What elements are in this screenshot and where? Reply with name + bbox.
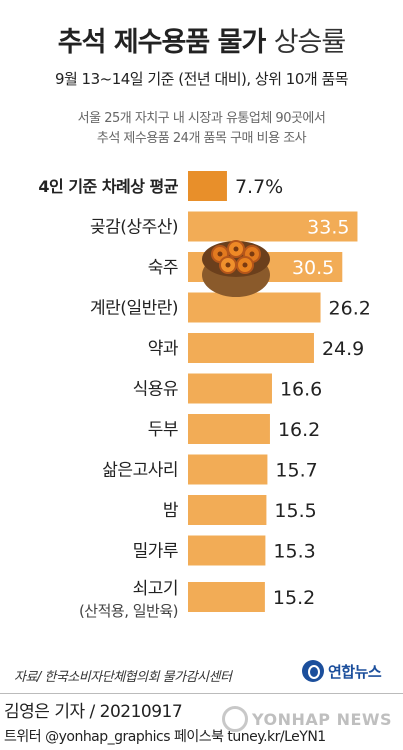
chart-subtitle: 9월 13~14일 기준 (전년 대비), 상위 10개 품목 [54, 70, 349, 88]
category-label-0: 4인 기준 차례상 평균 [38, 177, 178, 196]
survey-note-2: 추석 제수용품 24개 품목 구매 비용 조사 [96, 131, 307, 146]
value-label-10: 15.2 [273, 587, 315, 609]
watermark-text: YONHAP NEWS [252, 709, 393, 729]
value-label-7: 15.7 [275, 460, 317, 482]
category-label-1: 곶감(상주산) [90, 218, 178, 238]
reporter-byline: 김영은 기자 / 20210917 [4, 702, 183, 722]
title-light: 상승률 [273, 27, 347, 58]
value-label-0: 7.7% [235, 176, 283, 198]
data-source: 자료/ 한국소비자단체협의회 물가감시센터 [14, 670, 232, 685]
category-label-8: 밤 [163, 501, 179, 521]
category-label-7: 삶은고사리 [102, 461, 178, 481]
category-label-2: 숙주 [148, 258, 178, 278]
yonhap-logo: 연합뉴스 [302, 660, 382, 682]
value-label-6: 16.2 [278, 419, 320, 441]
category-sublabel-10: (산적용, 일반육) [79, 602, 178, 620]
category-label-9: 밀가루 [133, 542, 178, 562]
survey-note-1: 서울 25개 자치구 내 시장과 유통업체 90곳에서 [77, 111, 326, 126]
bar-6 [188, 414, 270, 444]
category-label-4: 약과 [148, 339, 179, 359]
value-label-9: 15.3 [273, 541, 315, 563]
bar-3 [188, 292, 321, 323]
persimmon-bowl-illustration [202, 240, 270, 297]
bar-8 [188, 495, 267, 525]
yonhap-logo-icon [302, 660, 324, 682]
social-links: 트위터 @yonhap_graphics 페이스북 tuney.kr/LeYN1 [4, 729, 326, 745]
bar-9 [188, 535, 266, 566]
value-label-4: 24.9 [322, 338, 364, 360]
value-label-8: 15.5 [274, 500, 316, 522]
value-label-1: 33.5 [307, 217, 349, 239]
bar-chart: 4인 기준 차례상 평균 7.7% 곶감(상주산) 33.5 숙주 30.5 계란(일반란)… [38, 171, 371, 620]
title-bold: 추석 제수용품 물가 [57, 27, 267, 58]
value-label-2: 30.5 [292, 257, 334, 279]
watermark-icon [222, 706, 248, 732]
category-label-3: 계란(일반란) [90, 299, 178, 319]
category-label-6: 두부 [148, 420, 178, 440]
category-label-10: 쇠고기 [133, 579, 178, 599]
category-label-5: 식용유 [133, 380, 178, 400]
bar-4 [188, 333, 314, 363]
footer-divider [0, 693, 403, 694]
bar-10 [188, 582, 265, 612]
bar-1 [188, 211, 358, 242]
yonhap-logo-text: 연합뉴스 [328, 662, 382, 681]
bar-7 [188, 454, 268, 485]
value-label-5: 16.6 [280, 379, 322, 401]
yonhap-watermark: YONHAP NEWS [222, 706, 392, 732]
value-label-3: 26.2 [329, 298, 371, 320]
chart-title: 추석 제수용품 물가 상승률 [0, 20, 403, 59]
bar-5 [188, 373, 272, 404]
bar-0 [188, 171, 227, 201]
